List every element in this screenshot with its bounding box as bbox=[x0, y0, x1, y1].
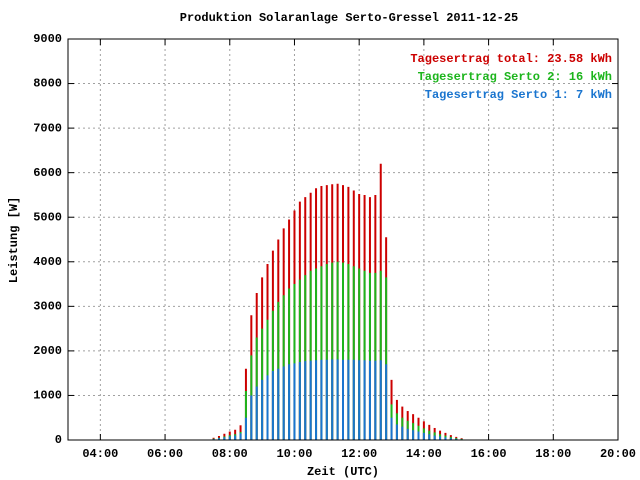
x-axis-label: Zeit (UTC) bbox=[307, 465, 379, 479]
y-tick-label: 7000 bbox=[33, 121, 62, 135]
x-tick-label: 20:00 bbox=[600, 447, 636, 461]
y-tick-label: 3000 bbox=[33, 300, 62, 314]
y-tick-label: 9000 bbox=[33, 32, 62, 46]
x-tick-label: 10:00 bbox=[276, 447, 312, 461]
y-tick-label: 4000 bbox=[33, 255, 62, 269]
y-tick-label: 8000 bbox=[33, 77, 62, 91]
x-tick-label: 12:00 bbox=[341, 447, 377, 461]
x-tick-label: 14:00 bbox=[406, 447, 442, 461]
y-tick-label: 6000 bbox=[33, 166, 62, 180]
y-tick-label: 2000 bbox=[33, 344, 62, 358]
legend-entry: Tagesertrag Serto 1: 7 kWh bbox=[425, 88, 612, 102]
x-tick-label: 08:00 bbox=[212, 447, 248, 461]
plot-frame bbox=[67, 38, 619, 441]
chart-title: Produktion Solaranlage Serto-Gressel 201… bbox=[180, 11, 518, 25]
y-tick-label: 0 bbox=[55, 433, 62, 447]
x-tick-label: 06:00 bbox=[147, 447, 183, 461]
x-tick-label: 16:00 bbox=[471, 447, 507, 461]
x-tick-label: 04:00 bbox=[82, 447, 118, 461]
legend-entry: Tagesertrag Serto 2: 16 kWh bbox=[418, 70, 612, 84]
y-axis-label: Leistung [W] bbox=[7, 197, 21, 283]
y-tick-label: 1000 bbox=[33, 389, 62, 403]
legend-entry: Tagesertrag total: 23.58 kWh bbox=[410, 52, 612, 66]
x-tick-label: 18:00 bbox=[535, 447, 571, 461]
y-tick-label: 5000 bbox=[33, 210, 62, 224]
